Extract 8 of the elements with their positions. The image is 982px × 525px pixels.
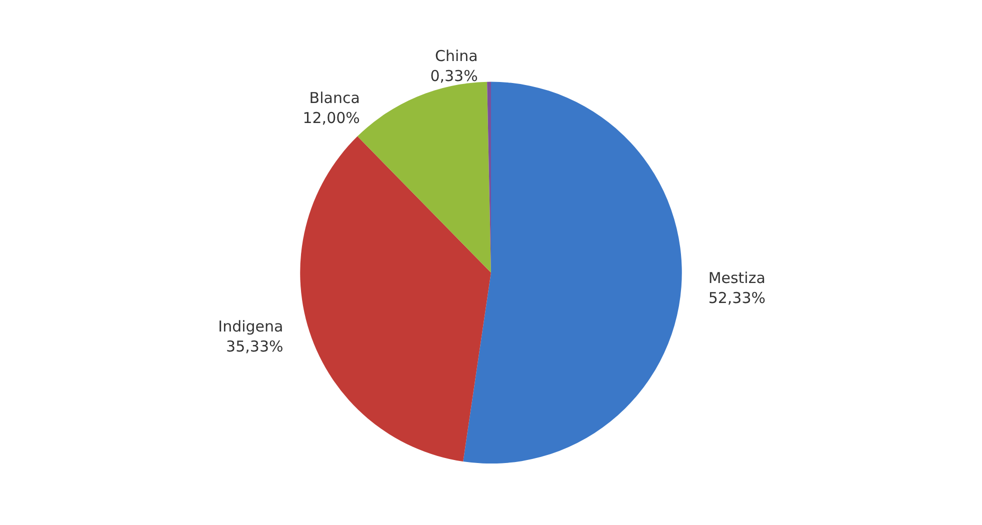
- data-label: 0,33%: [430, 66, 478, 85]
- slice-label: Indigena: [218, 318, 284, 336]
- data-label: 35,33%: [226, 338, 284, 356]
- data-label: 12,00%: [302, 108, 360, 127]
- slice-label: China: [434, 46, 478, 65]
- data-label: 52,33%: [708, 288, 766, 307]
- slice-label: Blanca: [309, 88, 360, 107]
- slice-label: Mestiza: [708, 268, 766, 287]
